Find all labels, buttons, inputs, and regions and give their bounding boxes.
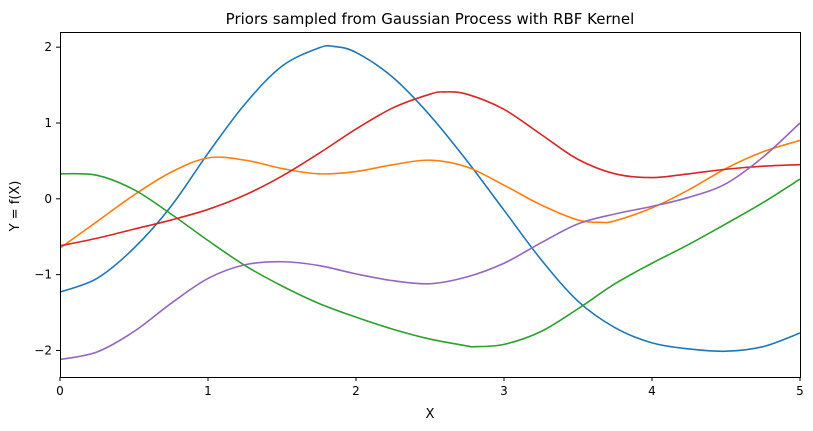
x-tick-label: 5	[796, 384, 804, 398]
y-tick-label: −2	[34, 343, 52, 357]
y-axis: −2 −1 0 1 2	[34, 40, 60, 357]
chart-title: Priors sampled from Gaussian Process wit…	[226, 10, 635, 28]
y-axis-label: Y = f(X)	[8, 181, 23, 233]
plot-lines	[60, 44, 800, 361]
series-line-5	[60, 122, 800, 361]
x-tick-label: 3	[500, 384, 508, 398]
y-tick-label: −1	[34, 268, 52, 282]
x-axis: 0 1 2 3 4 5	[56, 377, 804, 398]
series-line-2	[60, 139, 800, 249]
x-tick-label: 0	[56, 384, 64, 398]
x-tick-label: 2	[352, 384, 360, 398]
series-line-3	[60, 172, 800, 348]
y-tick-label: 0	[44, 192, 52, 206]
x-tick-label: 4	[648, 384, 656, 398]
series-line-1	[60, 44, 800, 353]
plot-frame	[60, 32, 801, 378]
y-tick-label: 1	[44, 116, 52, 130]
x-axis-label: X	[426, 407, 435, 422]
series-line-4	[60, 91, 800, 247]
x-tick-label: 1	[204, 384, 212, 398]
y-tick-label: 2	[44, 40, 52, 54]
